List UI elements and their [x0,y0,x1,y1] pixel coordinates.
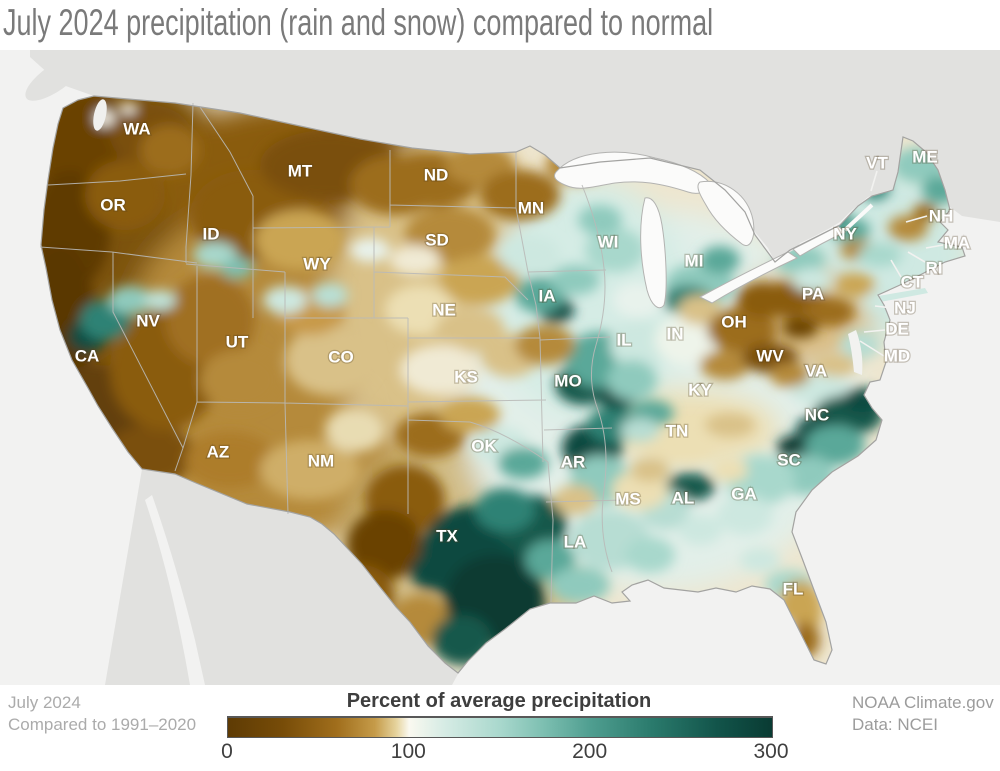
source-attribution: NOAA Climate.gov Data: NCEI [852,692,994,736]
legend-tick: 300 [753,740,789,763]
mexico-landmass [105,469,458,685]
legend-tick: 0 [221,740,233,763]
state-label-or: OR [100,196,126,215]
state-label-nv: NV [136,312,160,331]
state-label-nm: NM [308,452,334,471]
legend-tick-labels: 0 100 200 300 [0,740,1000,766]
state-label-ny: NY [833,225,857,244]
state-label-ms: MS [615,490,641,509]
title-bar: July 2024 precipitation (rain and snow) … [0,0,1000,50]
vancouver-island [25,55,85,101]
state-label-ct: CT [901,273,924,292]
state-label-sd: SD [425,231,449,250]
state-label-ri: RI [926,259,943,278]
label-leader-line [874,305,894,309]
state-label-al: AL [672,489,695,508]
long-island [878,288,928,302]
state-label-me: ME [912,148,938,167]
state-label-fl: FL [783,580,804,599]
canada-landmass [30,50,1000,262]
label-leader-line [870,170,878,192]
label-leader-line [907,251,926,263]
state-label-il: IL [616,331,631,350]
lake-huron [697,180,755,246]
legend-colorbar [227,716,773,738]
state-label-wy: WY [303,255,331,274]
state-label-wa: WA [123,120,150,139]
label-leader-line [925,244,944,249]
puget-sound [93,99,107,131]
state-label-ar: AR [561,453,586,472]
state-label-va: VA [805,362,827,381]
state-label-co: CO [328,348,354,367]
map-panel: WA OR CA NV ID UT AZ MT WY CO NM ND SD NE KS OK TX MN IA MO… [0,50,1000,685]
legend-tick: 100 [390,740,426,763]
state-label-wi: WI [598,233,619,252]
state-label-in: IN [667,325,684,344]
state-label-leader-lines [859,170,944,357]
state-label-ut: UT [226,333,249,352]
state-label-ma: MA [944,234,970,253]
gulf-of-california [145,495,205,685]
state-label-tn: TN [666,422,689,441]
us-outline [40,95,966,674]
source-site: NOAA Climate.gov [852,693,994,712]
legend-title: Percent of average precipitation [346,690,652,712]
state-label-id: ID [203,225,220,244]
source-data: Data: NCEI [852,715,938,734]
label-leader-line [863,329,886,333]
state-label-ne: NE [432,301,456,320]
state-label-tx: TX [436,527,458,546]
state-label-nc: NC [805,406,830,425]
state-label-ky: KY [688,381,712,400]
date-baseline-attribution: July 2024 Compared to 1991–2020 [8,692,196,736]
state-label-oh: OH [721,313,747,332]
chesapeake-bay [848,330,863,375]
state-label-ca: CA [75,347,100,366]
state-label-ks: KS [454,368,478,387]
map-baseline: Compared to 1991–2020 [8,715,197,734]
state-label-wv: WV [756,347,784,366]
label-leader-line [905,215,928,223]
state-label-ok: OK [471,437,497,456]
map-period: July 2024 [8,693,81,712]
state-label-mo: MO [554,372,581,391]
state-label-mi: MI [685,252,704,271]
state-label-ia: IA [539,287,556,306]
page-title: July 2024 precipitation (rain and snow) … [3,2,714,43]
state-label-md: MD [884,347,910,366]
state-label-nh: NH [929,207,954,226]
lake-michigan [640,197,667,309]
lake-erie [698,251,799,304]
state-borders [39,102,625,603]
state-label-nj: NJ [894,299,916,318]
state-label-nd: ND [424,166,449,185]
label-leader-line [890,259,902,278]
state-label-de: DE [885,320,909,339]
state-label-mt: MT [288,162,313,181]
st-lawrence-river [843,203,874,232]
state-labels: WA OR CA NV ID UT AZ MT WY CO NM ND SD NE KS OK TX MN IA MO… [73,118,971,600]
state-label-az: AZ [207,443,230,462]
state-label-mn: MN [518,199,544,218]
state-label-la: LA [564,533,587,552]
us-precipitation-map: WA OR CA NV ID UT AZ MT WY CO NM ND SD NE KS OK TX MN IA MO… [0,50,1000,685]
footer: July 2024 Compared to 1991–2020 Percent … [0,685,1000,771]
state-label-sc: SC [777,451,801,470]
legend-tick: 200 [572,740,608,763]
state-label-vt: VT [866,154,888,173]
state-label-pa: PA [802,285,824,304]
label-leader-line [859,340,885,357]
state-label-ga: GA [731,485,757,504]
